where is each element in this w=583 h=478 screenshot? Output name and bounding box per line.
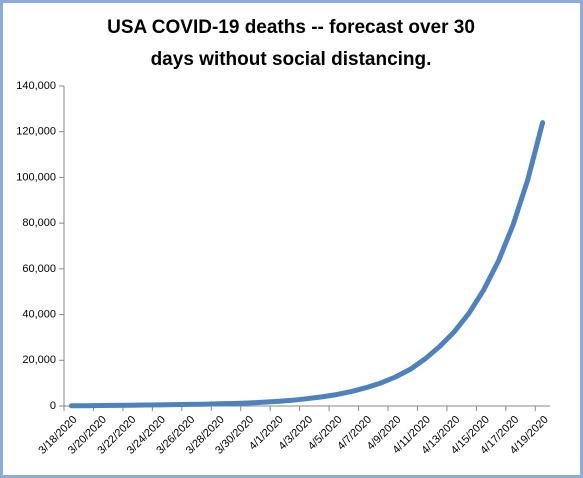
- y-tick-label: 40,000: [22, 308, 56, 320]
- y-tick-label: 120,000: [16, 126, 56, 138]
- chart-title: days without social distancing.: [151, 49, 432, 70]
- chart-title: USA COVID-19 deaths -- forecast over 30: [107, 17, 475, 38]
- y-tick-label: 20,000: [22, 354, 56, 366]
- y-tick-label: 80,000: [22, 217, 56, 229]
- data-line: [68, 120, 546, 409]
- y-tick-label: 0: [50, 400, 56, 412]
- y-tick-label: 100,000: [16, 171, 56, 183]
- y-tick-label: 60,000: [22, 263, 56, 275]
- y-tick-label: 140,000: [16, 80, 56, 92]
